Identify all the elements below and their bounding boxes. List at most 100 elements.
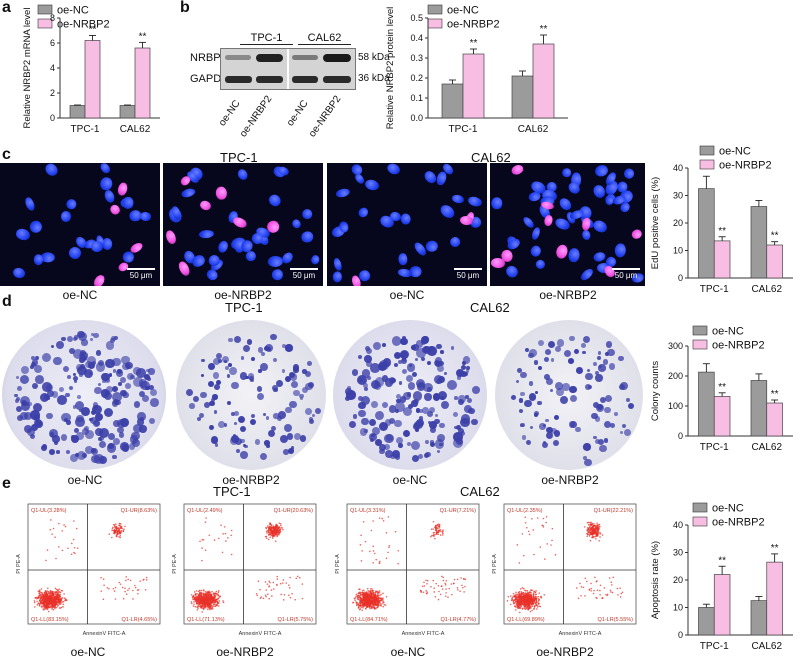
wb-band — [292, 55, 318, 60]
flow-event — [513, 602, 515, 605]
flow-event — [195, 595, 197, 597]
flow-event — [58, 595, 61, 598]
colony — [554, 346, 561, 353]
colony — [240, 450, 249, 459]
scale-bar: 50 μm — [127, 268, 155, 280]
flow-event — [38, 596, 40, 599]
colony — [539, 423, 546, 430]
colony — [51, 391, 59, 399]
colony — [364, 429, 368, 433]
colony — [385, 419, 392, 426]
quadrant-ul: Q1-UL(3.31%) — [350, 508, 386, 514]
x-tick-label: CAL62 — [518, 124, 549, 135]
flow-event — [430, 535, 432, 538]
flow-event — [119, 525, 122, 527]
colony — [568, 358, 575, 364]
flow-event — [259, 588, 261, 591]
flow-event — [296, 575, 299, 578]
y-axis-label: Relative NRBP2 mRNA level — [22, 8, 33, 129]
flow-event — [58, 594, 61, 597]
colony — [401, 368, 407, 374]
flow-event — [196, 602, 198, 604]
nucleus — [528, 244, 542, 258]
nucleus — [128, 208, 143, 223]
flow-event — [200, 592, 203, 595]
flow-event — [354, 597, 357, 599]
flow-event — [370, 603, 372, 606]
bar — [69, 105, 86, 119]
flow-event — [193, 603, 195, 606]
edu-positive-nucleus — [543, 214, 554, 228]
colony — [576, 367, 583, 375]
flow-event — [369, 592, 372, 594]
flow-event — [202, 589, 205, 591]
flow-event — [515, 591, 517, 594]
flow-event — [289, 596, 292, 599]
flow-event — [590, 526, 593, 529]
flow-title-tpc1: TPC-1 — [213, 484, 251, 499]
flow-event — [192, 597, 194, 599]
flow-event — [372, 589, 374, 592]
flow-event — [45, 598, 48, 600]
flow-event — [378, 590, 381, 592]
flow-event — [63, 593, 65, 595]
flow-event — [36, 604, 39, 606]
flow-event — [539, 546, 542, 548]
flow-event — [621, 591, 624, 594]
flow-event — [526, 605, 529, 607]
colony — [133, 400, 141, 408]
bar — [766, 244, 783, 279]
colony — [309, 419, 315, 425]
quadrant-ul: Q1-UL(2.49%) — [187, 508, 223, 514]
flow-event — [358, 608, 361, 611]
significance-mark: ** — [771, 231, 779, 242]
y-tick-label: 100 — [668, 401, 683, 411]
colony — [609, 423, 615, 429]
bar — [134, 47, 151, 119]
x-tick-label: CAL62 — [751, 284, 782, 295]
flow-event — [370, 589, 372, 592]
colony — [77, 330, 86, 339]
flow-event — [362, 597, 365, 600]
colony — [34, 355, 39, 360]
nucleus — [301, 208, 313, 220]
flow-event — [208, 593, 210, 596]
colony — [619, 430, 624, 435]
flow-event — [453, 578, 456, 581]
nucleus — [424, 240, 439, 254]
y-tick-label: 0.4 — [410, 33, 423, 43]
colony — [94, 420, 100, 427]
colony — [400, 337, 408, 346]
flow-event — [430, 586, 432, 588]
flow-event — [43, 599, 45, 602]
flow-event — [218, 537, 220, 540]
flow-event — [445, 588, 447, 590]
colony — [46, 412, 54, 420]
flow-event — [534, 598, 536, 601]
nucleus — [356, 205, 370, 220]
colony — [592, 401, 599, 408]
colony — [110, 338, 116, 344]
flow-event — [227, 537, 229, 539]
flow-event — [511, 599, 513, 601]
colony — [605, 394, 613, 402]
flow-x-axis-label: AnnexinV FITC-A — [83, 631, 126, 637]
edu-label: oe-NRBP2 — [539, 288, 597, 302]
flow-event — [128, 587, 131, 590]
colony — [454, 396, 458, 401]
colony — [391, 377, 396, 383]
colony — [533, 360, 539, 365]
flow-event — [134, 586, 137, 589]
flow-event — [545, 521, 547, 524]
colony — [385, 449, 394, 458]
flow-event — [113, 524, 116, 526]
nucleus — [567, 247, 580, 263]
colony — [398, 442, 403, 448]
flow-event — [123, 528, 125, 531]
flow-event — [210, 608, 213, 610]
flow-event — [42, 608, 44, 610]
colony — [352, 369, 359, 376]
flow-event — [200, 589, 203, 592]
flow-event — [202, 595, 205, 597]
flow-event — [121, 586, 124, 589]
